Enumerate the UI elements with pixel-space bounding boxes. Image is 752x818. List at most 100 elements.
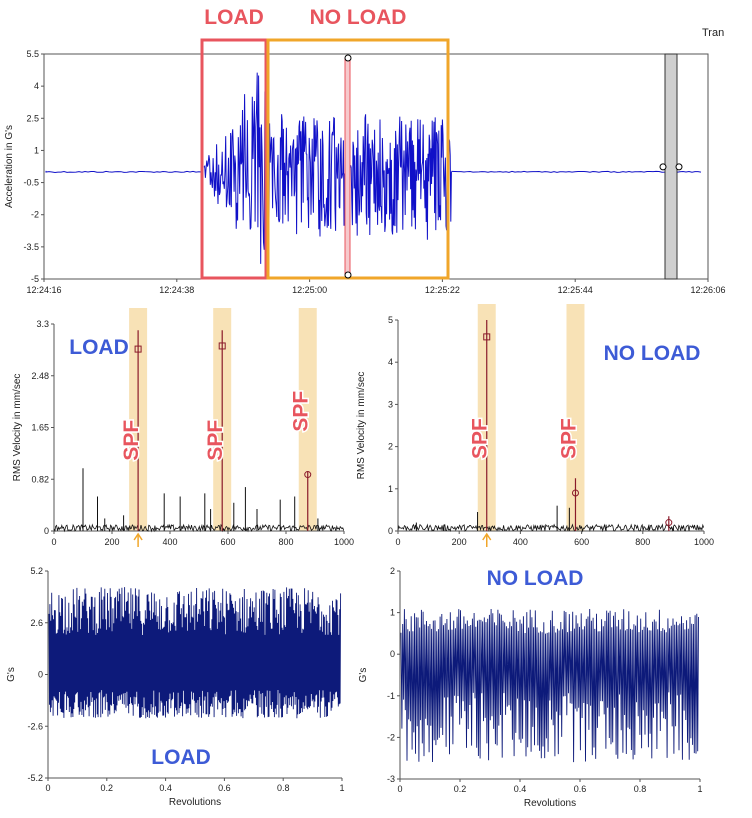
y-tick-label: 0.82 — [31, 474, 49, 484]
y-tick-label: 5 — [388, 315, 393, 325]
load-box — [200, 38, 268, 280]
y-tick-label: 0 — [388, 526, 393, 536]
y-tick-label: 0 — [38, 670, 43, 680]
y-axis-label: Acceleration in G's — [4, 125, 15, 208]
spf-band — [298, 308, 317, 531]
window-title-fragment: Tran — [702, 27, 724, 39]
spf-band — [566, 304, 585, 531]
x-tick-label: 0.2 — [454, 784, 467, 794]
panel-title-label: LOAD — [151, 746, 211, 769]
y-tick-label: -2.6 — [27, 721, 43, 731]
revolution-waveform — [400, 608, 699, 763]
spf-label: SPF — [120, 420, 143, 461]
y-tick-label: 0 — [44, 526, 49, 536]
spf-label: SPF — [290, 391, 313, 432]
y-tick-label: -3.5 — [23, 242, 39, 252]
y-axis-label: G's — [6, 667, 17, 682]
x-tick-label: 200 — [452, 537, 467, 547]
revolution-waveform — [48, 587, 342, 719]
cursor-line — [344, 57, 351, 276]
y-tick-label: -1 — [387, 691, 395, 701]
arrow-head — [133, 532, 143, 541]
x-tick-label: 0.8 — [277, 783, 290, 793]
x-tick-label: 12:25:44 — [558, 285, 593, 295]
y-tick-label: -0.5 — [23, 178, 39, 188]
window-left-handle — [659, 163, 667, 171]
y-tick-label: 4 — [388, 357, 393, 367]
waveform-chart: 5.5 4 2.5 1 -0.5 -2 -3.5 -512:24:16 12:24:38 12:2… — [4, 5, 726, 296]
x-tick-label: 600 — [220, 537, 235, 547]
y-tick-label: -3 — [387, 774, 395, 784]
y-tick-label: 3 — [388, 399, 393, 409]
x-tick-label: 12:25:22 — [425, 285, 460, 295]
x-tick-label: 1000 — [334, 537, 354, 547]
cursor-top-handle — [344, 54, 352, 62]
x-axis-label: Revolutions — [169, 797, 221, 808]
peak-marker-square — [134, 345, 142, 353]
x-axis-label: Revolutions — [524, 798, 576, 809]
y-tick-label: 2.6 — [30, 618, 43, 628]
y-tick-label: -5.2 — [27, 773, 43, 783]
y-tick-label: 5.2 — [30, 566, 43, 576]
x-tick-label: 0 — [51, 537, 56, 547]
y-tick-label: 1 — [390, 608, 395, 618]
x-tick-label: 600 — [574, 537, 589, 547]
revolutions-noload-chart: 210-1-2-30 0.2 0.4 0.6 0.8 1RevolutionsG'sNO … — [358, 566, 703, 810]
x-tick-label: 12:25:00 — [292, 285, 327, 295]
y-tick-label: 1.65 — [31, 423, 49, 433]
y-axis-label: G's — [358, 668, 369, 683]
signal-post — [451, 170, 702, 173]
y-tick-label: 5.5 — [26, 49, 39, 59]
y-tick-label: -2 — [387, 732, 395, 742]
x-tick-label: 1000 — [694, 537, 714, 547]
x-tick-label: 800 — [635, 537, 650, 547]
peak-marker-square — [218, 342, 226, 350]
spectrum-noload-chart: 5 4 3 2 1 00 200 400 600 800 1000 RMS Velocity in m… — [356, 304, 714, 547]
signal-pre-load — [45, 170, 203, 173]
spectrum-noise — [397, 523, 705, 533]
arrow-head — [482, 532, 492, 541]
noload-box — [266, 38, 450, 280]
peak-marker-circle — [665, 519, 673, 527]
x-tick-label: 0.4 — [514, 784, 527, 794]
revolutions-load-chart: 5.22.60-2.6-5.20 0.2 0.4 0.6 0.8 1Revolutions… — [6, 566, 345, 808]
spf-label: SPF — [557, 418, 580, 459]
time-window-bar — [664, 53, 678, 280]
x-tick-label: 0.2 — [101, 783, 114, 793]
x-tick-label: 1 — [339, 783, 344, 793]
x-tick-label: 0 — [397, 784, 402, 794]
panel-title-label: NO LOAD — [487, 567, 584, 590]
panel-title-label: NO LOAD — [604, 342, 701, 365]
x-tick-label: 0 — [395, 537, 400, 547]
y-tick-label: 0 — [390, 649, 395, 659]
peak-marker-square — [483, 333, 491, 341]
x-tick-label: 12:24:38 — [159, 285, 194, 295]
x-tick-label: 400 — [513, 537, 528, 547]
y-axis-label: RMS Velocity in mm/sec — [12, 374, 23, 482]
y-axis-label: RMS Velocity in mm/sec — [356, 372, 367, 480]
y-tick-label: 2.5 — [26, 113, 39, 123]
peak-marker-circle — [571, 489, 579, 497]
y-tick-label: 2.48 — [31, 371, 49, 381]
window-right-handle — [675, 163, 683, 171]
y-tick-label: -2 — [31, 210, 39, 220]
x-tick-label: 800 — [278, 537, 293, 547]
panel-title-label: LOAD — [69, 336, 129, 359]
x-tick-label: 0.6 — [218, 783, 231, 793]
y-tick-label: -5 — [31, 274, 39, 284]
y-tick-label: 1 — [34, 145, 39, 155]
y-tick-label: 2 — [390, 566, 395, 576]
y-tick-label: 4 — [34, 81, 39, 91]
x-tick-label: 0.4 — [159, 783, 172, 793]
signal-load — [203, 72, 267, 264]
noload-box-label: NO LOAD — [310, 6, 407, 29]
y-tick-label: 1 — [388, 484, 393, 494]
cursor-bottom-handle — [344, 271, 352, 279]
spf-label: SPF — [204, 420, 227, 461]
spf-label: SPF — [469, 418, 492, 459]
y-tick-label: 2 — [388, 442, 393, 452]
y-tick-label: 3.3 — [36, 319, 49, 329]
x-tick-label: 1 — [697, 784, 702, 794]
peak-marker-circle — [304, 471, 312, 479]
